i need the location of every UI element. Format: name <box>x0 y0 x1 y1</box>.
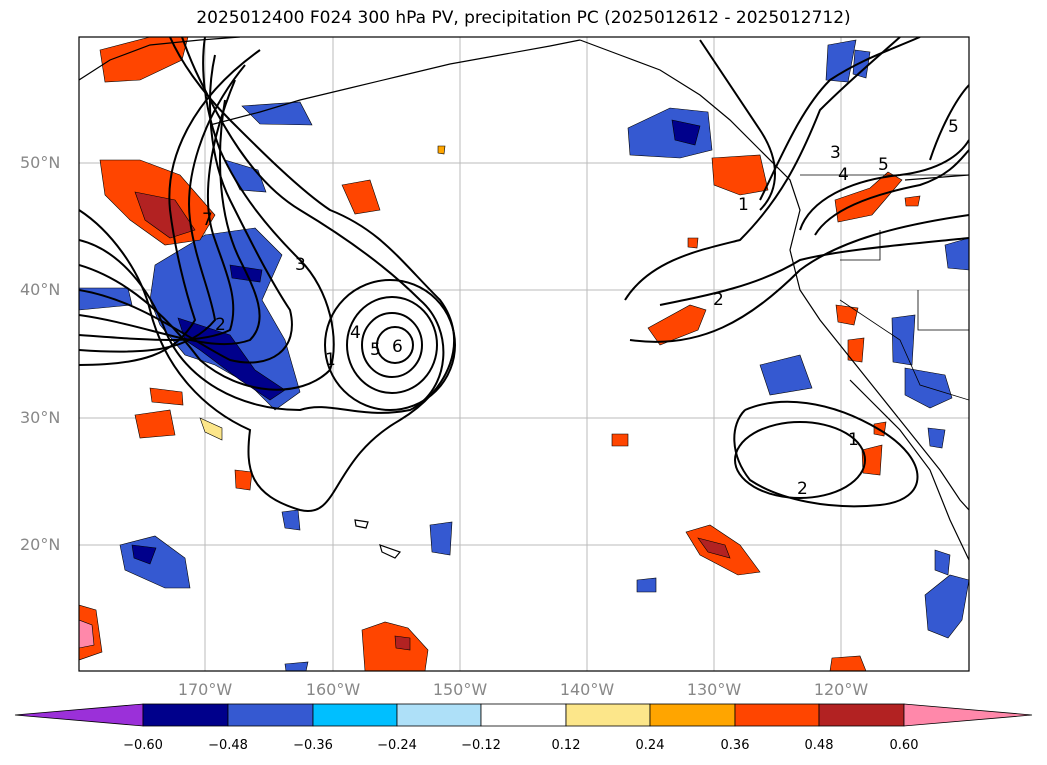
contour-label: 5 <box>370 340 381 360</box>
colorbar-tick: −0.48 <box>208 738 248 753</box>
colorbar-tick: 0.48 <box>804 738 834 753</box>
colorbar-segment <box>142 703 229 727</box>
colorbar-segment <box>480 703 567 727</box>
colorbar-tick: 0.36 <box>720 738 750 753</box>
contour-label: 3 <box>295 255 306 275</box>
colorbar <box>14 703 1033 727</box>
colorbar-segment <box>818 703 905 727</box>
colorbar-segment <box>903 703 1033 727</box>
lon-label: 120°W <box>813 680 869 699</box>
lat-label: 20°N <box>20 535 61 554</box>
colorbar-segment <box>14 703 144 727</box>
contour-label: 1 <box>325 350 336 370</box>
contour-label: 5 <box>878 155 889 175</box>
contour-label: 2 <box>797 479 808 499</box>
colorbar-segment <box>565 703 651 727</box>
lon-label: 160°W <box>305 680 361 699</box>
colorbar-segment <box>396 703 482 727</box>
colorbar-segment <box>649 703 736 727</box>
colorbar-tick: −0.12 <box>461 738 501 753</box>
contour-label: 4 <box>838 165 849 185</box>
colorbar-tick: −0.36 <box>293 738 333 753</box>
contour-label: 6 <box>392 337 403 357</box>
contour-label: 1 <box>848 430 859 450</box>
colorbar-tick: 0.60 <box>889 738 919 753</box>
contour-label: 5 <box>948 117 959 137</box>
lon-label: 130°W <box>686 680 742 699</box>
map-title: 2025012400 F024 300 hPa PV, precipitatio… <box>196 8 851 28</box>
lat-label: 40°N <box>20 280 61 299</box>
lat-label: 30°N <box>20 408 61 427</box>
contour-label: 7 <box>202 210 213 230</box>
colorbar-tick: 0.24 <box>635 738 665 753</box>
map-frame <box>78 36 970 672</box>
colorbar-segment <box>312 703 398 727</box>
precip-positive <box>79 37 921 671</box>
colorbar-segment <box>734 703 820 727</box>
colorbar-tick: 0.12 <box>551 738 581 753</box>
contour-label: 3 <box>830 143 841 163</box>
contour-labels: 1 2 3 4 5 6 7 1 2 3 4 5 1 2 5 <box>202 117 959 499</box>
contour-label: 2 <box>215 315 226 335</box>
lon-label: 170°W <box>177 680 233 699</box>
colorbar-segment <box>227 703 314 727</box>
lat-label: 50°N <box>20 153 61 172</box>
pv-contours <box>79 37 969 513</box>
colorbar-tick: −0.24 <box>377 738 417 753</box>
contour-label: 2 <box>713 290 724 310</box>
contour-label: 4 <box>350 323 361 343</box>
contour-label: 1 <box>738 195 749 215</box>
colorbar-tick: −0.60 <box>123 738 163 753</box>
lon-label: 140°W <box>559 680 615 699</box>
lon-label: 150°W <box>432 680 488 699</box>
